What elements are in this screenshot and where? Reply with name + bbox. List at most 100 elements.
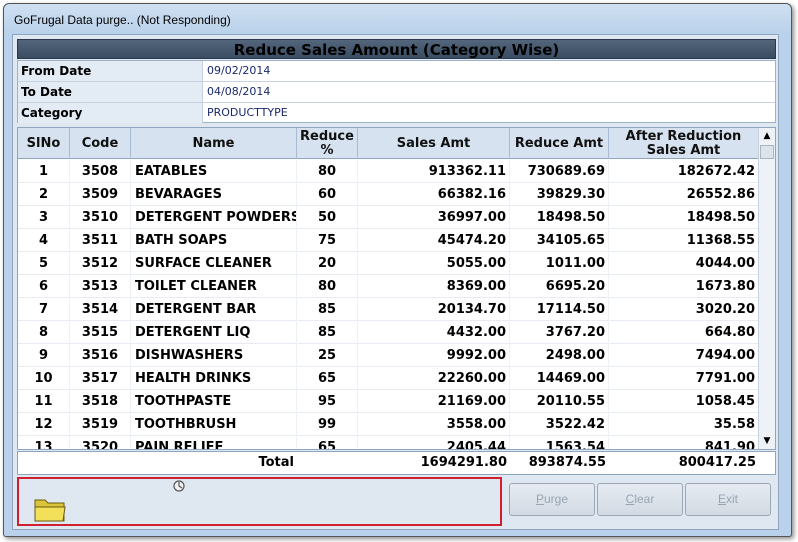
cell-name[interactable]: DISHWASHERS (131, 344, 297, 367)
cell-reduce-pct[interactable]: 85 (297, 298, 358, 321)
table-row[interactable]: 4 3511 BATH SOAPS 75 45474.20 34105.65 11368.5… (18, 229, 759, 252)
cell-code[interactable]: 3520 (70, 436, 131, 449)
cell-reduce-pct[interactable]: 20 (297, 252, 358, 275)
table-row[interactable]: 3 3510 DETERGENT POWDERS 50 36997.00 18498.50… (18, 206, 759, 229)
cell-sales-amt[interactable]: 4432.00 (358, 321, 510, 344)
cell-sales-amt[interactable]: 8369.00 (358, 275, 510, 298)
cell-name[interactable]: TOILET CLEANER (131, 275, 297, 298)
to-date-value[interactable]: 04/08/2014 (207, 85, 271, 98)
cell-code[interactable]: 3509 (70, 183, 131, 206)
cell-after-reduction[interactable]: 664.80 (609, 321, 759, 344)
from-date-value[interactable]: 09/02/2014 (207, 64, 271, 77)
cell-name[interactable]: BEVARAGES (131, 183, 297, 206)
table-row[interactable]: 1 3508 EATABLES 80 913362.11 730689.69 182672.… (18, 160, 759, 183)
cell-reduce-amt[interactable]: 2498.00 (510, 344, 609, 367)
cell-code[interactable]: 3512 (70, 252, 131, 275)
cell-code[interactable]: 3511 (70, 229, 131, 252)
cell-name[interactable]: DETERGENT POWDERS (131, 206, 297, 229)
cell-name[interactable]: SURFACE CLEANER (131, 252, 297, 275)
cell-reduce-amt[interactable]: 1011.00 (510, 252, 609, 275)
cell-code[interactable]: 3510 (70, 206, 131, 229)
cell-name[interactable]: TOOTHPASTE (131, 390, 297, 413)
table-row[interactable]: 6 3513 TOILET CLEANER 80 8369.00 6695.20 1673.… (18, 275, 759, 298)
cell-name[interactable]: PAIN RELIEF (131, 436, 297, 449)
cell-code[interactable]: 3513 (70, 275, 131, 298)
cell-slno[interactable]: 3 (18, 206, 70, 229)
cell-reduce-amt[interactable]: 20110.55 (510, 390, 609, 413)
cell-sales-amt[interactable]: 22260.00 (358, 367, 510, 390)
header-slno[interactable]: SlNo (18, 128, 70, 159)
cell-reduce-amt[interactable]: 14469.00 (510, 367, 609, 390)
cell-reduce-amt[interactable]: 18498.50 (510, 206, 609, 229)
scroll-down-icon[interactable]: ▼ (763, 436, 771, 446)
cell-sales-amt[interactable]: 66382.16 (358, 183, 510, 206)
cell-code[interactable]: 3514 (70, 298, 131, 321)
cell-slno[interactable]: 9 (18, 344, 70, 367)
cell-slno[interactable]: 2 (18, 183, 70, 206)
cell-reduce-pct[interactable]: 75 (297, 229, 358, 252)
header-code[interactable]: Code (70, 128, 131, 159)
cell-slno[interactable]: 6 (18, 275, 70, 298)
cell-slno[interactable]: 10 (18, 367, 70, 390)
cell-reduce-amt[interactable]: 17114.50 (510, 298, 609, 321)
cell-name[interactable]: TOOTHBRUSH (131, 413, 297, 436)
cell-reduce-pct[interactable]: 95 (297, 390, 358, 413)
header-reduce-pct[interactable]: Reduce % (297, 128, 358, 159)
cell-after-reduction[interactable]: 1058.45 (609, 390, 759, 413)
cell-sales-amt[interactable]: 913362.11 (358, 160, 510, 183)
cell-reduce-pct[interactable]: 99 (297, 413, 358, 436)
table-row[interactable]: 10 3517 HEALTH DRINKS 65 22260.00 14469.00 779… (18, 367, 759, 390)
table-row[interactable]: 2 3509 BEVARAGES 60 66382.16 39829.30 26552.86 (18, 183, 759, 206)
cell-reduce-amt[interactable]: 3767.20 (510, 321, 609, 344)
cell-slno[interactable]: 8 (18, 321, 70, 344)
data-grid[interactable]: SlNo Code Name Reduce % Sales Amt Reduce… (17, 127, 776, 450)
cell-sales-amt[interactable]: 21169.00 (358, 390, 510, 413)
cell-sales-amt[interactable]: 36997.00 (358, 206, 510, 229)
cell-reduce-amt[interactable]: 6695.20 (510, 275, 609, 298)
cell-reduce-pct[interactable]: 60 (297, 183, 358, 206)
cell-after-reduction[interactable]: 182672.42 (609, 160, 759, 183)
table-row[interactable]: 12 3519 TOOTHBRUSH 99 3558.00 3522.42 35.58 (18, 413, 759, 436)
cell-sales-amt[interactable]: 9992.00 (358, 344, 510, 367)
cell-reduce-amt[interactable]: 730689.69 (510, 160, 609, 183)
cell-name[interactable]: DETERGENT LIQ (131, 321, 297, 344)
cell-slno[interactable]: 11 (18, 390, 70, 413)
cell-reduce-pct[interactable]: 85 (297, 321, 358, 344)
cell-after-reduction[interactable]: 7791.00 (609, 367, 759, 390)
table-row[interactable]: 9 3516 DISHWASHERS 25 9992.00 2498.00 7494.00 (18, 344, 759, 367)
cell-reduce-pct[interactable]: 80 (297, 160, 358, 183)
cell-reduce-amt[interactable]: 34105.65 (510, 229, 609, 252)
cell-code[interactable]: 3516 (70, 344, 131, 367)
cell-slno[interactable]: 4 (18, 229, 70, 252)
scroll-thumb[interactable] (760, 145, 774, 159)
cell-slno[interactable]: 13 (18, 436, 70, 449)
cell-slno[interactable]: 5 (18, 252, 70, 275)
cell-after-reduction[interactable]: 3020.20 (609, 298, 759, 321)
exit-button[interactable]: Exit (685, 483, 771, 516)
cell-name[interactable]: HEALTH DRINKS (131, 367, 297, 390)
cell-code[interactable]: 3518 (70, 390, 131, 413)
vertical-scrollbar[interactable]: ▲ ▼ (758, 128, 775, 449)
cell-after-reduction[interactable]: 841.90 (609, 436, 759, 449)
category-value[interactable]: PRODUCTTYPE (207, 106, 288, 119)
purge-button[interactable]: Purge (509, 483, 595, 516)
folder-icon[interactable] (34, 495, 66, 522)
cell-sales-amt[interactable]: 2405.44 (358, 436, 510, 449)
cell-after-reduction[interactable]: 11368.55 (609, 229, 759, 252)
header-after-reduction[interactable]: After Reduction Sales Amt (609, 128, 759, 159)
cell-code[interactable]: 3517 (70, 367, 131, 390)
clear-button[interactable]: Clear (597, 483, 683, 516)
table-row[interactable]: 13 3520 PAIN RELIEF 65 2405.44 1563.54 841.90 (18, 436, 759, 449)
cell-reduce-pct[interactable]: 25 (297, 344, 358, 367)
cell-after-reduction[interactable]: 26552.86 (609, 183, 759, 206)
title-bar[interactable]: GoFrugal Data purge.. (Not Responding) (4, 4, 791, 34)
header-name[interactable]: Name (131, 128, 297, 159)
cell-reduce-amt[interactable]: 3522.42 (510, 413, 609, 436)
cell-after-reduction[interactable]: 4044.00 (609, 252, 759, 275)
cell-code[interactable]: 3519 (70, 413, 131, 436)
table-row[interactable]: 7 3514 DETERGENT BAR 85 20134.70 17114.50 3020… (18, 298, 759, 321)
cell-after-reduction[interactable]: 35.58 (609, 413, 759, 436)
cell-after-reduction[interactable]: 1673.80 (609, 275, 759, 298)
scroll-up-icon[interactable]: ▲ (763, 131, 771, 141)
cell-slno[interactable]: 12 (18, 413, 70, 436)
